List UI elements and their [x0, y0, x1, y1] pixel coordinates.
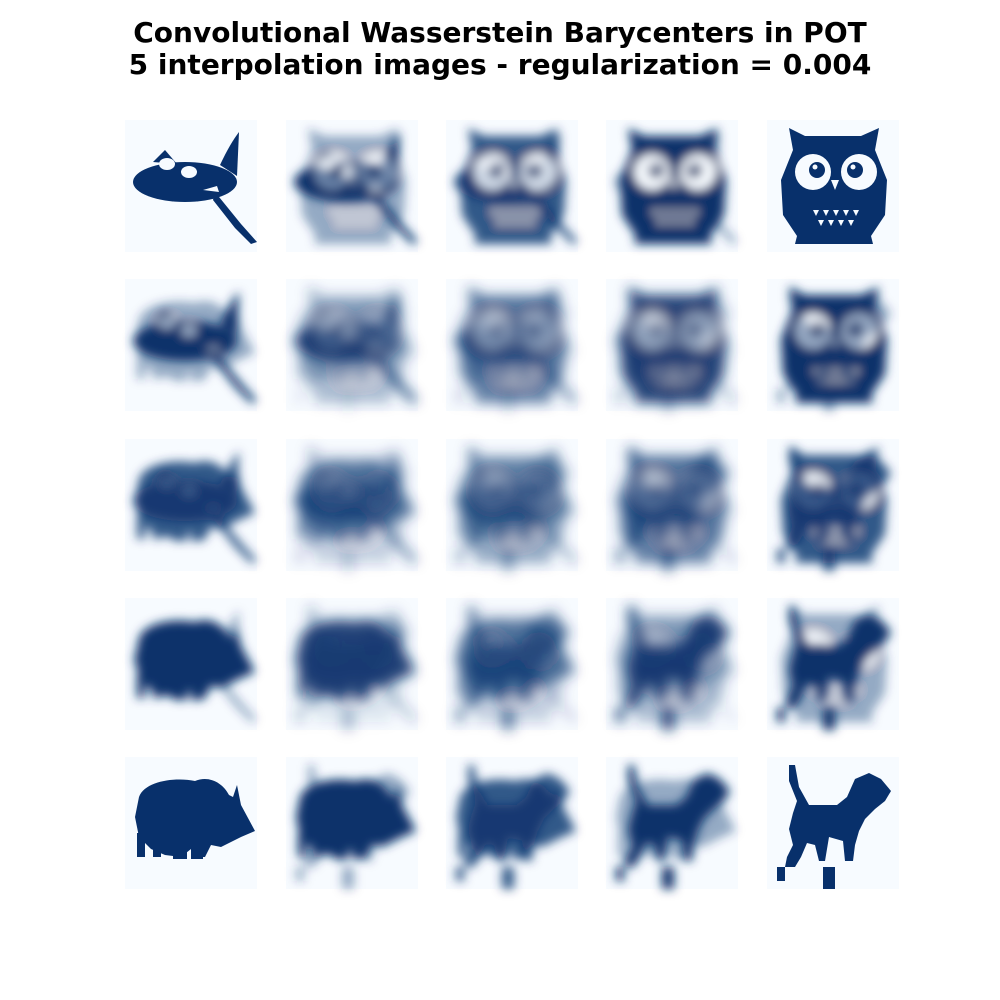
grid-cell-r5-c5 [767, 757, 899, 889]
grid-cell-r3-c4 [606, 439, 738, 571]
grid-cell-r3-c2 [286, 439, 418, 571]
grid-cell-r5-c2 [286, 757, 418, 889]
grid-cell-r4-c3 [446, 598, 578, 730]
grid-cell-r1-c1 [125, 120, 257, 252]
grid-cell-r4-c2 [286, 598, 418, 730]
chart-title-line-1: Convolutional Wasserstein Barycenters in… [133, 16, 867, 49]
grid-cell-r1-c2 [286, 120, 418, 252]
grid-cell-r4-c1 [125, 598, 257, 730]
owl-shape [781, 128, 887, 244]
grid-cell-r3-c5 [767, 439, 899, 571]
grid-cell-r4-c4 [606, 598, 738, 730]
grid-cell-r2-c1 [125, 279, 257, 411]
grid-cell-r5-c4 [606, 757, 738, 889]
grid-cell-r4-c5 [767, 598, 899, 730]
grid-cell-r2-c4 [606, 279, 738, 411]
grid-cell-r3-c3 [446, 439, 578, 571]
grid-cell-r5-c1 [125, 757, 257, 889]
grid-cell-r1-c3 [446, 120, 578, 252]
grid-cell-r2-c5 [767, 279, 899, 411]
chart-title-line-2: 5 interpolation images - regularization … [128, 48, 872, 81]
grid-cell-r1-c5 [767, 120, 899, 252]
grid-cell-r2-c2 [286, 279, 418, 411]
grid-cell-r3-c1 [125, 439, 257, 571]
grid-cell-r1-c4 [606, 120, 738, 252]
grid-cell-r2-c3 [446, 279, 578, 411]
grid-cell-r5-c3 [446, 757, 578, 889]
